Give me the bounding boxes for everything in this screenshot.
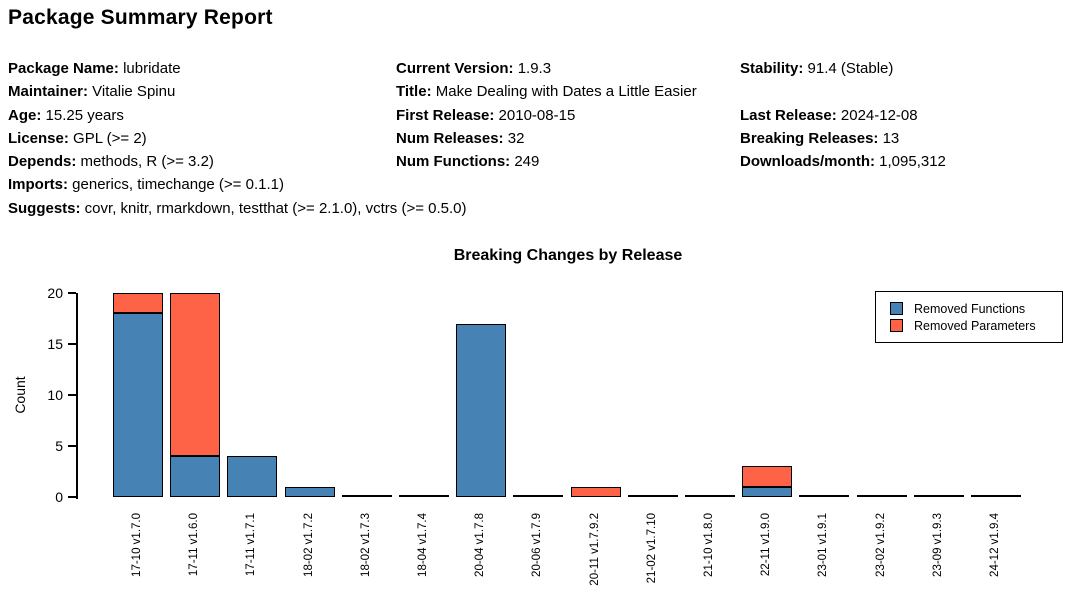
header-field: Suggests: covr, knitr, rmarkdown, testth… [8,199,467,217]
bar-zero-line [856,495,907,497]
header-field: License: GPL (>= 2) [8,129,147,147]
header-field-label: Title: [396,83,432,101]
bar-zero-line [685,495,735,497]
chart-title: Breaking Changes by Release [453,247,683,264]
header-field [740,80,946,103]
x-tick-label: 18-02 v1.7.3 [359,513,372,577]
x-tick-label: 20-11 v1.7.9.2 [588,513,601,586]
x-tick-label: 20-04 v1.7.8 [474,513,487,577]
x-tick-label: 21-10 v1.8.0 [703,513,715,577]
header-field-label: Age: [8,106,42,124]
header-field: Downloads/month: 1,095,312 [740,153,946,171]
header-field-label: Current Version: [396,60,514,77]
bar-zero-line [341,495,392,497]
header-field-label: License: [8,129,69,147]
y-axis [76,293,78,499]
x-tick-label: 17-11 v1.6.0 [188,513,201,577]
legend: Removed Functions Removed Parameters [875,291,1063,343]
bar-segment-removed-functions [284,486,335,497]
y-tick [68,496,76,498]
y-tick-label: 0 [55,489,63,505]
header-field: Current Version: 1.9.3 [396,60,552,77]
x-tick-label: 17-11 v1.7.1 [245,513,258,577]
header-field: Last Release: 2024-12-08 [740,106,918,124]
y-tick-label: 15 [47,336,63,352]
legend-item: Removed Functions [890,300,1062,317]
y-tick-label: 10 [47,387,63,403]
header-field: Stability: 91.4 (Stable) [740,60,894,77]
header-field-label: Num Functions: [396,153,511,171]
y-tick [68,394,76,396]
x-tick-label: 20-06 v1.7.9 [531,513,544,577]
header-field-label: Stability: [740,60,804,77]
header-field: Breaking Releases: 13 [740,129,900,147]
header-field-label: First Release: [396,106,495,124]
header-field-label: Downloads/month: [740,153,875,171]
header-field-label: Last Release: [740,106,837,124]
header-field: Title: Make Dealing with Dates a Little … [396,83,697,101]
bar-zero-line [627,495,678,497]
x-tick-label: 18-02 v1.7.2 [302,513,315,577]
page-title: Package Summary Report [8,6,273,29]
legend-swatch [890,319,903,332]
header-field-label: Maintainer: [8,83,89,101]
header-field: Imports: generics, timechange (>= 0.1.1) [8,176,284,194]
x-tick-label: 23-01 v1.9.1 [817,513,830,577]
header-field-label: Suggests: [8,199,81,217]
header-field-label: Package Name: [8,60,119,77]
header-field: First Release: 2010-08-15 [396,106,576,124]
legend-item: Removed Parameters [890,317,1062,334]
x-tick-label: 18-04 v1.7.4 [417,513,429,577]
bar-segment-removed-parameters [570,486,621,497]
bar-segment-removed-parameters [170,293,221,457]
x-tick-label: 21-02 v1.7.10 [645,513,658,584]
bar-segment-removed-functions [227,456,278,497]
header-field: Num Releases: 32 [396,129,525,147]
legend-label: Removed Functions [914,301,1026,316]
bar-segment-removed-functions [170,456,221,497]
y-tick [68,292,76,294]
header-field-label: Depends: [8,153,77,171]
header-field: Depends: methods, R (>= 3.2) [8,153,214,171]
legend-swatch [890,302,903,315]
legend-label: Removed Parameters [914,318,1036,333]
bar-segment-removed-parameters [742,466,793,487]
bar-zero-line [399,495,449,497]
bar-zero-line [913,495,964,497]
x-tick-label: 23-02 v1.9.2 [874,513,887,577]
header-field-label: Num Releases: [396,129,504,147]
x-tick-label: 22-11 v1.9.0 [760,513,773,577]
y-tick [68,445,76,447]
header-field: Package Name: lubridate [8,60,181,77]
header-field-label: Breaking Releases: [740,129,879,147]
y-tick-label: 5 [55,438,63,454]
bar-zero-line [799,495,850,497]
bar-segment-removed-parameters [113,293,163,314]
bar-zero-line [971,495,1021,497]
header-column-middle: Current Version: 1.9.3 Title: Make Dealin… [396,57,697,173]
bar-segment-removed-functions [456,323,507,497]
x-tick-label: 24-12 v1.9.4 [989,513,1001,577]
y-tick [68,343,76,345]
header-field: Age: 15.25 years [8,106,124,124]
y-axis-label: Count [12,376,28,414]
x-tick-label: 17-10 v1.7.0 [131,513,143,577]
header-column-right: Stability: 91.4 (Stable) Last Release: 2… [740,57,946,173]
bar-segment-removed-functions [742,486,793,497]
header-field: Num Functions: 249 [396,153,540,171]
bar-zero-line [513,495,564,497]
header-field: Maintainer: Vitalie Spinu [8,83,176,101]
x-tick-label: 23-09 v1.9.3 [931,513,944,577]
header-column-left: Package Name: lubridate Maintainer: Vital… [8,57,467,220]
bar-segment-removed-functions [113,313,163,497]
header-field-label: Imports: [8,176,68,194]
y-tick-label: 20 [47,285,63,301]
